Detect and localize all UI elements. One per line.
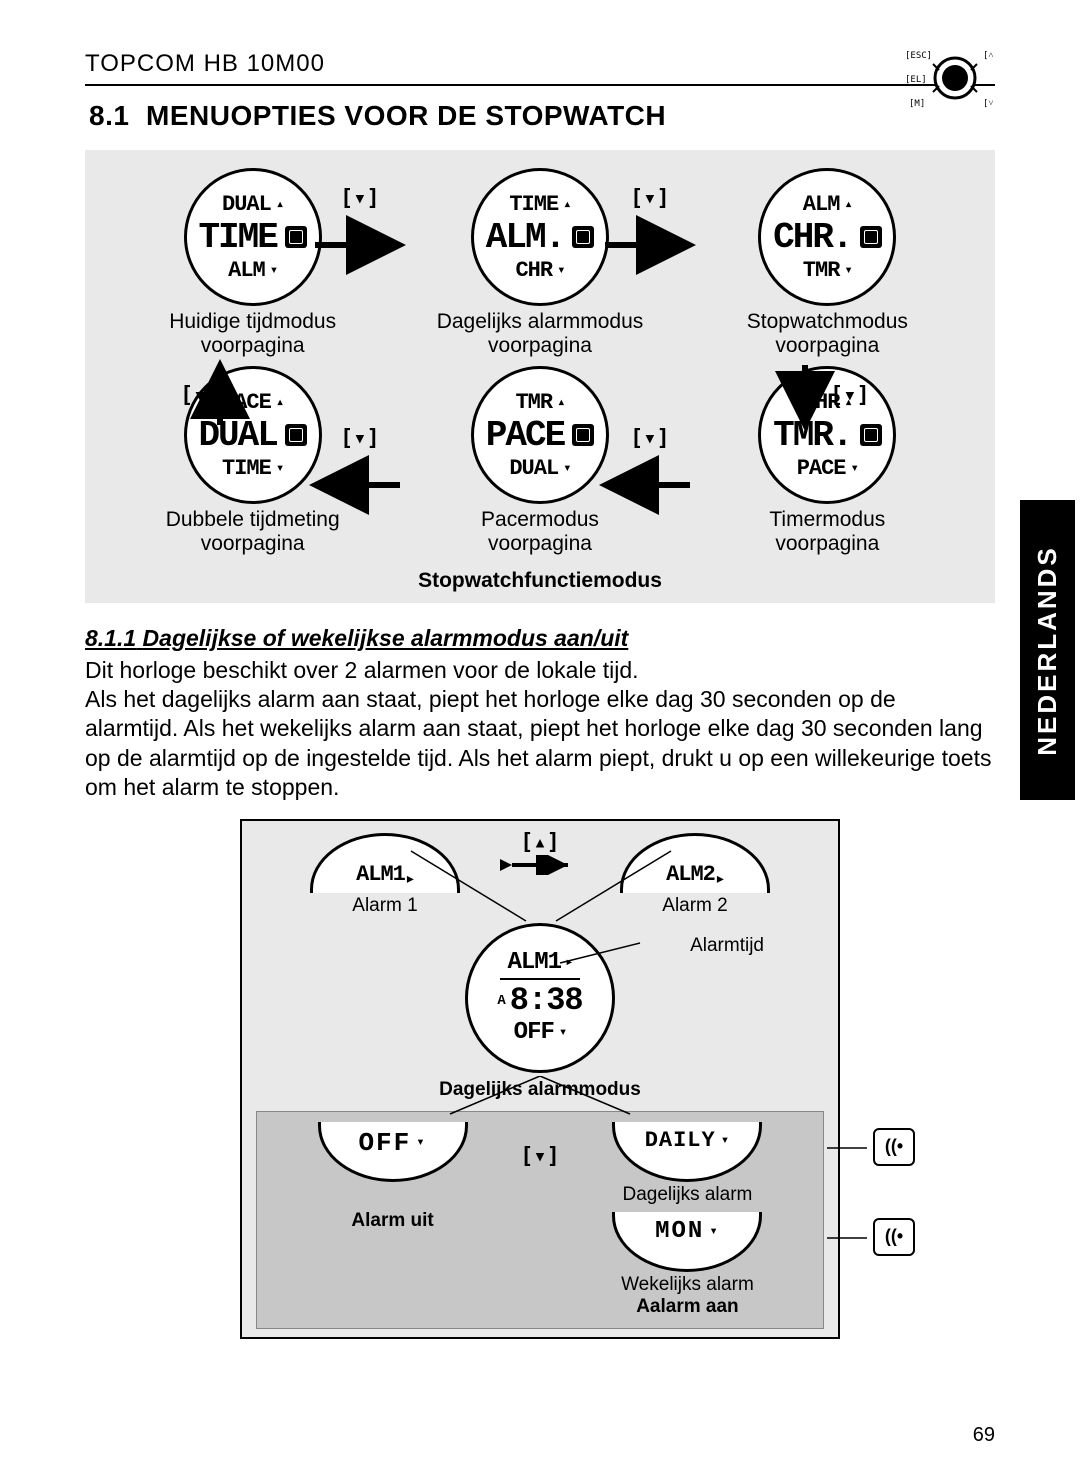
nav-el-label: [EL] [905, 75, 927, 85]
alarm-state-subbox: OFF Alarm uit [▾] DAILY Dagelijks alarm [256, 1111, 824, 1329]
product-header: TOPCOM HB 10M00 [85, 50, 995, 86]
node-caption: Huidige tijdmodus [109, 310, 396, 334]
mon-half: MON [612, 1212, 762, 1272]
lcd-label: OFF [358, 1128, 426, 1158]
manual-page: TOPCOM HB 10M00 [ESC] [˄] [EL] [M] [˅] 8… [0, 0, 1080, 1379]
node-subcaption: voorpagina [684, 532, 971, 556]
node-subcaption: voorpagina [684, 334, 971, 358]
node-caption: Stopwatchmodus [684, 310, 971, 334]
lcd-bot: CHR [515, 258, 564, 283]
lcd-bot: TMR [803, 258, 852, 283]
nav-down-label: [˅] [983, 99, 995, 108]
alm2-half: ALM2▸ [620, 833, 770, 893]
node-caption: Timermodus [684, 508, 971, 532]
lcd-ampm: A [497, 993, 505, 1009]
node-caption: Dubbele tijdmeting [109, 508, 396, 532]
weekly-label: Wekelijks alarm [560, 1274, 815, 1296]
alm2-label: Alarm 2 [620, 895, 770, 917]
page-number: 69 [973, 1424, 995, 1447]
lcd-top: CHR [803, 390, 852, 415]
node-subcaption: voorpagina [396, 334, 683, 358]
lcd-label: ALM1 [356, 862, 405, 887]
lcd-mid: PACE [486, 415, 564, 456]
lcd-label: MON [655, 1218, 720, 1245]
node-pace: TMR PACE DUAL Pacermodus voorpagina [396, 366, 683, 556]
lcd-bot: DUAL [509, 456, 570, 481]
language-tab: NEDERLANDS [1020, 500, 1075, 800]
lcd-mid: DUAL [198, 415, 276, 456]
section-title-text: MENUOPTIES VOOR DE STOPWATCH [146, 100, 666, 131]
lcd-bot: TIME [222, 456, 283, 481]
daily-mode-caption: Dagelijks alarmmodus [256, 1079, 824, 1101]
node-chr: ALM CHR. TMR Stopwatchmodus voorpagina [684, 168, 971, 358]
node-caption: Pacermodus [396, 508, 683, 532]
alm1-label: Alarm 1 [310, 895, 460, 917]
lcd-label: DAILY [645, 1128, 730, 1153]
alm1-half: ALM1▸ [310, 833, 460, 893]
lcd-top: PACE [222, 390, 283, 415]
subsection-title-text: Dagelijkse of wekelijkse alarmmodus aan/… [143, 625, 629, 651]
subsection-body: Dit horloge beschikt over 2 alarmen voor… [85, 656, 995, 803]
stopwatch-icon [860, 226, 882, 248]
nav-esc-label: [ESC] [905, 51, 932, 61]
section-title: 8.1 MENUOPTIES VOOR DE STOPWATCH [89, 100, 995, 132]
section-number: 8.1 [89, 100, 129, 131]
lcd-mid: TIME [198, 217, 276, 258]
sound-icon: ((• [873, 1128, 915, 1166]
alarm-icon [572, 226, 594, 248]
daily-half: DAILY [612, 1122, 762, 1182]
down-button-icon: [▾] [520, 1144, 560, 1169]
dual-icon [285, 424, 307, 446]
lcd-bot: ALM [228, 258, 277, 283]
alarm-on-caption: Aalarm aan [560, 1296, 815, 1318]
node-subcaption: voorpagina [396, 532, 683, 556]
lcd-bot: PACE [797, 456, 858, 481]
language-tab-text: NEDERLANDS [1032, 545, 1063, 756]
node-alm: TIME ALM. CHR Dagelijks alarmmodus voorp… [396, 168, 683, 358]
timer-icon [860, 424, 882, 446]
lcd-mid: ALM. [486, 217, 564, 258]
node-subcaption: voorpagina [109, 334, 396, 358]
diagram-caption: Stopwatchfunctiemodus [109, 569, 971, 593]
nav-widget: [ESC] [˄] [EL] [M] [˅] [905, 48, 995, 108]
sound-icon: ((• [873, 1218, 915, 1256]
clock-icon [285, 226, 307, 248]
node-time: DUAL TIME ALM Huidige tijdmodus voorpagi… [109, 168, 396, 358]
lcd-top: TMR [515, 390, 564, 415]
alarm-time-label: Alarmtijd [690, 935, 764, 957]
nav-up-label: [˄] [983, 51, 995, 61]
lcd-top: DUAL [222, 192, 283, 217]
node-caption: Dagelijks alarmmodus [396, 310, 683, 334]
off-half: OFF [318, 1122, 468, 1182]
subsection-number: 8.1.1 [85, 625, 136, 651]
stopwatch-mode-diagram: DUAL TIME ALM Huidige tijdmodus voorpagi… [85, 150, 995, 603]
lcd-mid: TMR. [773, 415, 851, 456]
node-subcaption: voorpagina [109, 532, 396, 556]
pace-icon [572, 424, 594, 446]
lcd-label: ALM2 [666, 862, 715, 887]
daily-label: Dagelijks alarm [560, 1184, 815, 1206]
lcd-top: ALM [803, 192, 852, 217]
nav-m-label: [M] [909, 99, 925, 108]
node-dual: PACE DUAL TIME Dubbele tijdmeting voorpa… [109, 366, 396, 556]
lcd-mid: CHR. [773, 217, 851, 258]
node-tmr: CHR TMR. PACE Timermodus voorpagina [684, 366, 971, 556]
lcd-bot: OFF [514, 1019, 567, 1046]
alarm-mode-diagram: ALM1▸ Alarm 1 [▴] ALM2▸ Alarm 2 ALM1▸ [240, 819, 840, 1339]
alarm-off-caption: Alarm uit [265, 1210, 520, 1232]
subsection-title: 8.1.1 Dagelijkse of wekelijkse alarmmodu… [85, 625, 995, 652]
lcd-top: TIME [509, 192, 570, 217]
up-button-icon: [▴] [500, 830, 580, 855]
